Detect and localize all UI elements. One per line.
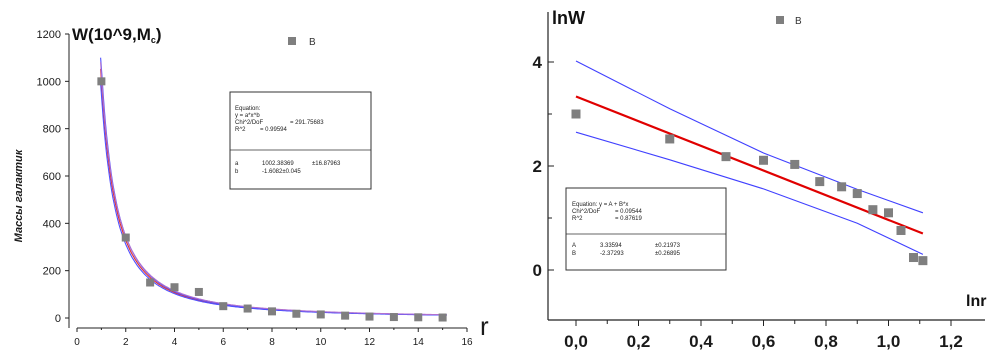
param-value: -2.37293 [600,251,624,257]
equation-line-key: y = a*x^b [235,113,260,119]
equation-line-value: = 291.75683 [290,120,324,126]
data-point [365,312,374,321]
param-error: ±0.26895 [655,251,681,257]
param-value: 3.33594 [600,243,622,249]
data-point [194,287,203,296]
data-point [414,313,423,322]
data-point [316,310,325,319]
y-axis-rotated-label: Массы галактик [13,148,25,242]
fit-line [575,95,924,235]
x-tick-label: 6 [220,337,226,348]
equation-line-key: Chi^2/DoF [572,209,600,215]
data-point [884,208,893,218]
equation-line-key: Chi^2/DoF [235,120,263,126]
param-key: B [572,251,576,257]
data-point [170,283,179,292]
data-point [219,302,228,311]
x-tick-label: 2 [123,337,129,348]
legend-label: B [795,16,802,27]
y-tick-label: 0 [533,261,542,280]
x-tick-label: 0,6 [752,332,776,351]
y-tick-label: 600 [43,171,61,183]
x-tick-label: 0 [74,337,80,348]
data-point [790,159,800,169]
x-tick-label: 8 [269,337,275,348]
y-tick-label: 1000 [37,76,61,88]
data-point [571,109,581,119]
y-tick-label: 0 [55,313,61,325]
legend-label: B [309,37,316,48]
data-point [146,278,155,287]
x-tick-label: 16 [461,337,473,348]
equation-line-value: = 0.09544 [615,209,643,215]
data-point [268,307,276,316]
y-axis-title: W(10^9,Mc) [72,25,162,45]
data-point [837,182,847,192]
y-tick-label: 400 [43,218,61,230]
equation-box [229,91,372,190]
data-point [438,313,447,322]
data-point [665,134,675,144]
x-tick-label: 1,2 [939,332,963,351]
data-point [759,155,768,165]
equation-line-key: R^2 [572,216,583,222]
param-error: ±0.21973 [655,243,681,249]
x-tick-label: 0,4 [689,332,713,351]
x-tick-label: 10 [315,337,327,348]
y-tick-label: 2 [533,157,542,176]
equation-line-value: = 0.87619 [615,216,643,222]
data-point [243,304,252,313]
param-key: A [572,243,576,249]
confidence-band-upper [575,60,924,214]
data-point [815,177,825,187]
x-tick-label: 1,0 [877,332,901,351]
equation-line-value: = 0.99594 [260,127,288,133]
param-key: b [235,169,239,175]
y-tick-label: 200 [43,266,61,278]
param-value: 1002.38369 [262,161,294,167]
x-tick-label: 0,8 [814,332,838,351]
equation-line-key: Equation: [235,106,261,112]
data-point [341,311,350,320]
data-point [896,225,906,235]
data-point [389,313,398,322]
param-value: -1.6082±0.045 [262,169,301,175]
y-tick-label: 1200 [37,29,61,41]
y-axis-title: lnW [552,8,585,28]
x-tick-label: 14 [413,337,425,348]
confidence-band-lower [575,131,924,255]
data-point [868,205,878,215]
x-axis-title: r [480,311,489,341]
equation-line-key: R^2 [235,127,246,133]
legend-marker [776,16,784,24]
data-point [909,253,918,263]
y-tick-label: 4 [533,53,543,72]
x-axis-title: lnr [966,293,986,310]
data-point [292,309,301,318]
power-law-chart: 0 2 4 6 8 10 12 14 16 0 200 400 600 800 1000 1200 W(10^9… [13,25,489,348]
x-tick-label: 4 [172,337,178,348]
y-tick-label: 800 [43,124,61,136]
data-point [121,233,130,242]
param-error: ±16.87963 [312,161,341,167]
x-tick-label: 0,2 [627,332,651,351]
data-point [97,77,106,86]
legend-marker [288,37,296,45]
data-point [918,256,928,266]
param-key: a [235,161,239,167]
data-point [852,189,862,199]
equation-box [565,187,727,271]
equation-line-key: Equation: y = A + B*x [572,202,628,208]
x-tick-label: 12 [364,337,376,348]
data-point [721,152,731,162]
x-tick-label: 0,0 [564,332,588,351]
